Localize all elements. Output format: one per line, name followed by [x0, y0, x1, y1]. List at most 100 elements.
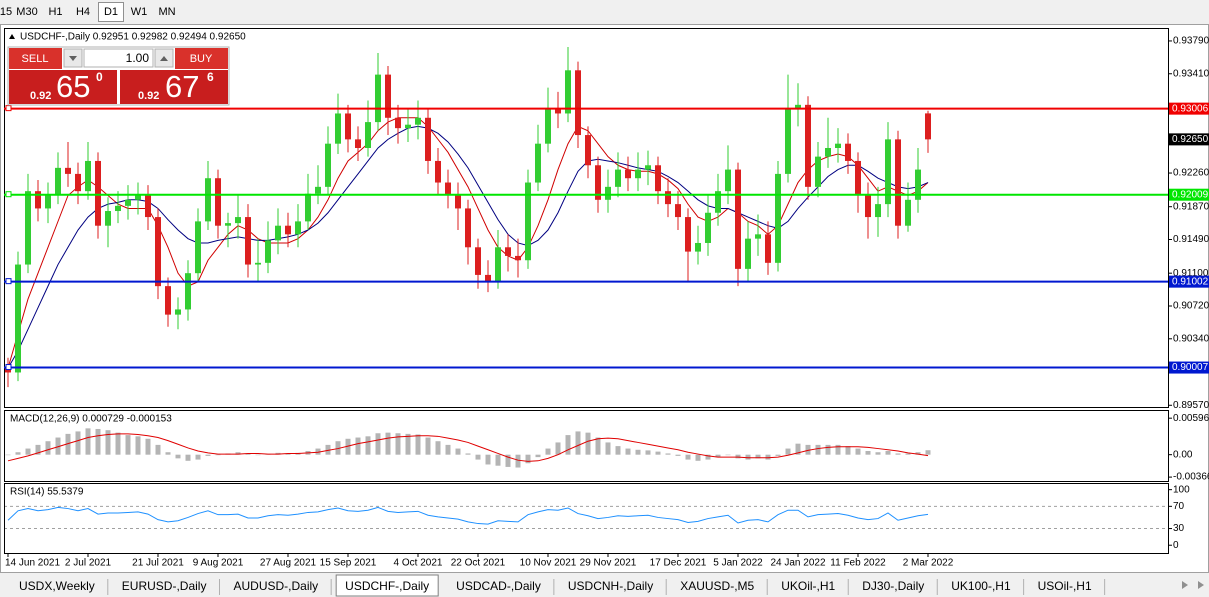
timeframe-button[interactable] [0, 2, 12, 22]
macd-bar [205, 454, 211, 456]
timeframe-button[interactable] [70, 2, 96, 22]
candle-body [5, 368, 11, 373]
ask-prefix: 0.92 [138, 90, 159, 102]
candle-body [445, 182, 451, 196]
timeframe-button[interactable] [43, 2, 68, 22]
tab-label[interactable]: DJ30-,Daily [862, 579, 924, 593]
tab-label[interactable]: AUDUSD-,Daily [233, 579, 318, 593]
tab-label[interactable]: USDX,Weekly [19, 579, 95, 593]
macd-bar [625, 448, 631, 455]
tab[interactable] [942, 577, 1020, 595]
macd-bar [45, 441, 51, 455]
x-tick-label: 27 Aug 2021 [260, 558, 317, 569]
sell-button[interactable] [9, 48, 62, 69]
timeframe-label[interactable]: MN [158, 6, 175, 18]
tab[interactable] [671, 577, 764, 595]
timeframe-button[interactable] [13, 2, 41, 22]
tab-label[interactable]: UK100-,H1 [951, 579, 1011, 593]
candle-body [905, 199, 911, 226]
x-tick-label: 4 Oct 2021 [394, 558, 443, 569]
y-tick-label: 0.005963 [1173, 413, 1209, 424]
tab[interactable] [558, 577, 663, 595]
x-tick-label: 11 Feb 2022 [830, 558, 886, 569]
timeframe-label[interactable]: 15 [0, 6, 12, 18]
macd-bar [85, 428, 91, 455]
y-tick-label: 0.91870 [1173, 201, 1209, 212]
macd-bar [315, 448, 321, 455]
level-label-box [1169, 361, 1209, 374]
candle-body [785, 109, 791, 174]
y-tick-label: 0.93790 [1173, 36, 1209, 47]
tab-label[interactable]: USDCAD-,Daily [456, 579, 541, 593]
lot-input[interactable] [83, 48, 154, 68]
tab-label[interactable]: USDCHF-,Daily [345, 579, 429, 593]
macd-bar [505, 454, 511, 467]
bid-box[interactable] [9, 70, 117, 104]
tab-label[interactable]: EURUSD-,Daily [122, 579, 207, 593]
macd-bar [155, 444, 161, 455]
macd-bar [285, 453, 291, 455]
y-tick-label: 70 [1173, 501, 1185, 512]
timeframe-label[interactable]: M30 [16, 6, 37, 18]
tab[interactable] [224, 577, 328, 595]
x-tick-label: 29 Nov 2021 [580, 558, 637, 569]
y-tick-label: -0.003664 [1173, 472, 1209, 483]
tab[interactable] [112, 577, 216, 595]
x-tick-label: 2 Mar 2022 [903, 558, 954, 569]
candle-body [645, 165, 651, 170]
macd-bar [15, 452, 21, 455]
candle-body [135, 195, 141, 200]
collapse-triangle [9, 34, 15, 39]
scroll-left[interactable] [1182, 581, 1188, 589]
macd-bar [455, 448, 461, 455]
timeframe-button[interactable] [126, 2, 152, 22]
timeframe-label[interactable]: W1 [131, 6, 148, 18]
macd-bar [745, 454, 751, 460]
sell-label[interactable]: SELL [22, 53, 49, 65]
timeframe-label[interactable]: D1 [104, 6, 118, 18]
macd-bar [765, 454, 771, 460]
timeframe-label[interactable]: H1 [48, 6, 62, 18]
candle-body [435, 160, 441, 183]
lot-value[interactable]: 1.00 [126, 51, 150, 65]
macd-bar [385, 432, 391, 455]
candle-body [345, 113, 351, 140]
candle-body [715, 191, 721, 213]
candle-body [185, 273, 191, 310]
tab-label[interactable]: USDCNH-,Daily [568, 579, 653, 593]
y-tick-label: 0.00 [1173, 449, 1193, 460]
indicator-title: USDCHF-,Daily 0.92951 0.92982 0.92494 0.… [20, 32, 246, 43]
candle-body [625, 169, 631, 179]
scroll-right[interactable] [1198, 581, 1204, 589]
candle-body [595, 165, 601, 200]
timeframe-button[interactable] [154, 2, 180, 22]
candle-body [695, 242, 701, 252]
tab[interactable] [447, 577, 550, 595]
y-tick-label: 0.92260 [1173, 168, 1209, 179]
candle-body [155, 217, 161, 287]
tab[interactable] [772, 577, 845, 595]
ask-box[interactable] [120, 70, 228, 104]
timeframe-toolbar: 15 M30 H1 H4 D1 W1 MN [0, 2, 180, 22]
candle-body [405, 124, 411, 129]
buy-label[interactable]: BUY [190, 53, 213, 65]
candle-body [465, 208, 471, 248]
buy-button[interactable] [175, 48, 228, 69]
candle-body [665, 191, 671, 205]
candle-body [65, 167, 71, 174]
tab-label[interactable]: XAUUSD-,M5 [680, 579, 754, 593]
tab[interactable] [1028, 577, 1101, 595]
tab-label[interactable]: USOil-,H1 [1038, 579, 1092, 593]
timeframe-label[interactable]: H4 [76, 6, 90, 18]
candle-body [15, 264, 21, 373]
tab[interactable] [853, 577, 934, 595]
macd-bar [595, 437, 601, 455]
macd-bar [195, 454, 201, 460]
level-label: 0.91002 [1172, 276, 1209, 287]
tab[interactable] [335, 574, 439, 597]
macd-bar [215, 454, 221, 456]
tab[interactable] [10, 577, 104, 595]
timeframe-button[interactable] [98, 2, 124, 22]
macd-bar [815, 444, 821, 455]
tab-label[interactable]: UKOil-,H1 [781, 579, 835, 593]
